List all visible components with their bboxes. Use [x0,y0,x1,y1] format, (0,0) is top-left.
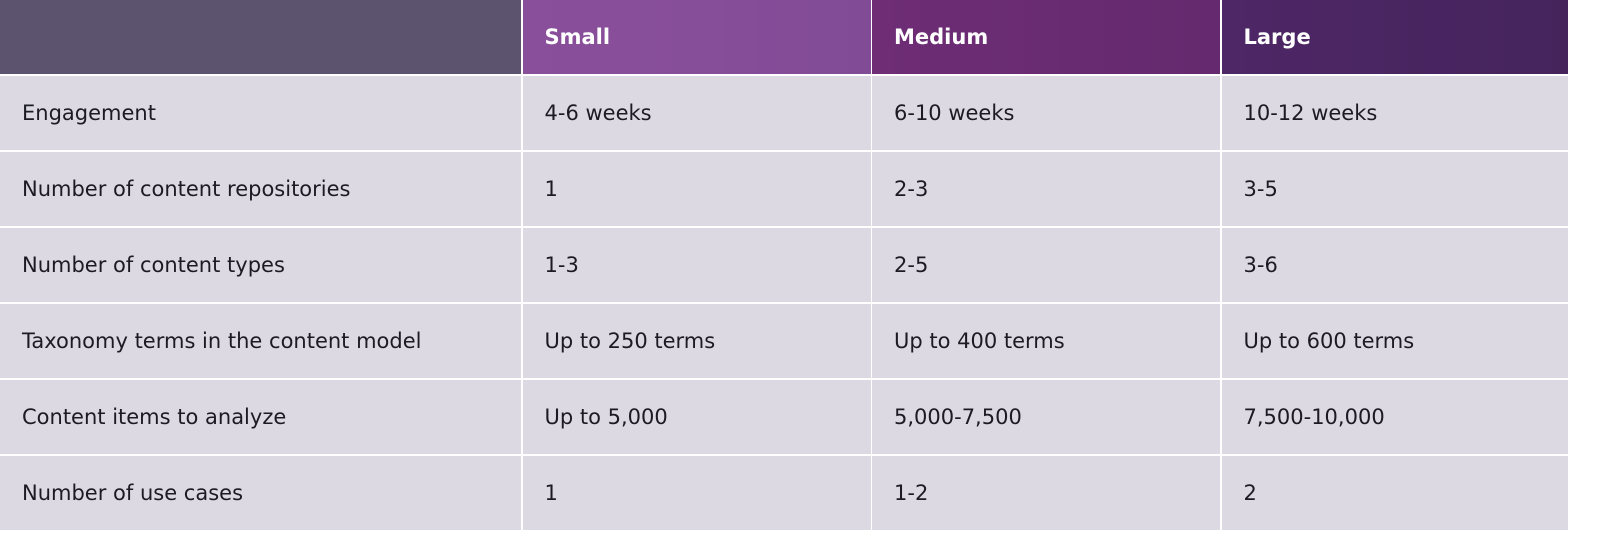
table-cell: 10-12 weeks [1221,76,1568,150]
table-cell: Up to 600 terms [1221,304,1568,378]
row-label: Taxonomy terms in the content model [0,304,521,378]
table-cell: 2-5 [872,228,1220,302]
column-header: Small [522,0,871,74]
table-cell: 6-10 weeks [872,76,1220,150]
table-cell: Up to 5,000 [522,380,871,454]
row-label: Number of use cases [0,456,521,530]
table: Small Medium Large Engagement 4-6 weeks 6-10 … [0,0,1568,530]
table-cell: 4-6 weeks [522,76,871,150]
table-cell: 2 [1221,456,1568,530]
table-cell: 1 [522,456,871,530]
row-label: Content items to analyze [0,380,521,454]
column-header: Large [1221,0,1568,74]
table-cell: 3-5 [1221,152,1568,226]
table-cell: 2-3 [872,152,1220,226]
table-cell: 1-3 [522,228,871,302]
table-cell: 1-2 [872,456,1220,530]
table-cell: 7,500-10,000 [1221,380,1568,454]
table-cell: Up to 400 terms [872,304,1220,378]
row-label: Number of content repositories [0,152,521,226]
row-label: Engagement [0,76,521,150]
table-cell: 5,000-7,500 [872,380,1220,454]
table-cell: 3-6 [1221,228,1568,302]
table-cell: Up to 250 terms [522,304,871,378]
table-cell: 1 [522,152,871,226]
row-label: Number of content types [0,228,521,302]
column-header: Medium [872,0,1220,74]
header-corner [0,0,521,74]
